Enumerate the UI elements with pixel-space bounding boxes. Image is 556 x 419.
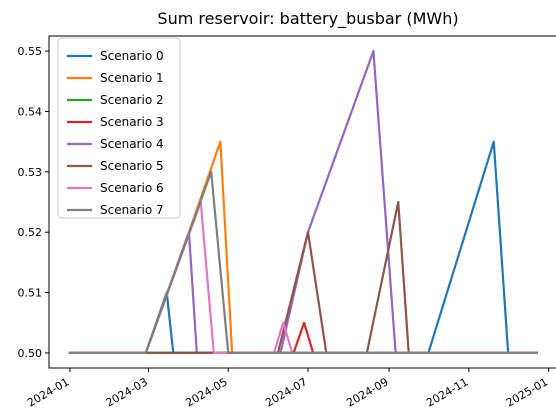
series-line-scenario-7 (68, 170, 539, 355)
y-tick-label: 0.53 (18, 166, 43, 179)
y-tick-label: 0.52 (18, 226, 43, 239)
series-layer (68, 49, 539, 355)
legend-label: Scenario 3 (100, 115, 164, 129)
y-tick-label: 0.55 (18, 45, 43, 58)
chart-title: Sum reservoir: battery_busbar (MWh) (157, 9, 458, 29)
legend-label: Scenario 0 (100, 49, 164, 63)
legend-label: Scenario 2 (100, 93, 164, 107)
legend-label: Scenario 4 (100, 137, 164, 151)
legend: Scenario 0 Scenario 1 Scenario 2 Scenario 3… (57, 37, 181, 219)
legend-label: Scenario 1 (100, 71, 164, 85)
legend-label: Scenario 6 (100, 181, 164, 195)
legend-box (57, 37, 181, 219)
y-tick-label: 0.51 (18, 287, 43, 300)
y-tick-label: 0.54 (18, 105, 43, 118)
legend-label: Scenario 5 (100, 159, 164, 173)
y-axis-ticks: 0.50 0.51 0.52 0.53 0.54 0.55 (18, 45, 49, 360)
legend-label: Scenario 7 (100, 203, 164, 217)
legend-items: Scenario 0 Scenario 1 Scenario 2 Scenario 3… (67, 49, 164, 217)
y-tick-label: 0.50 (18, 347, 43, 360)
